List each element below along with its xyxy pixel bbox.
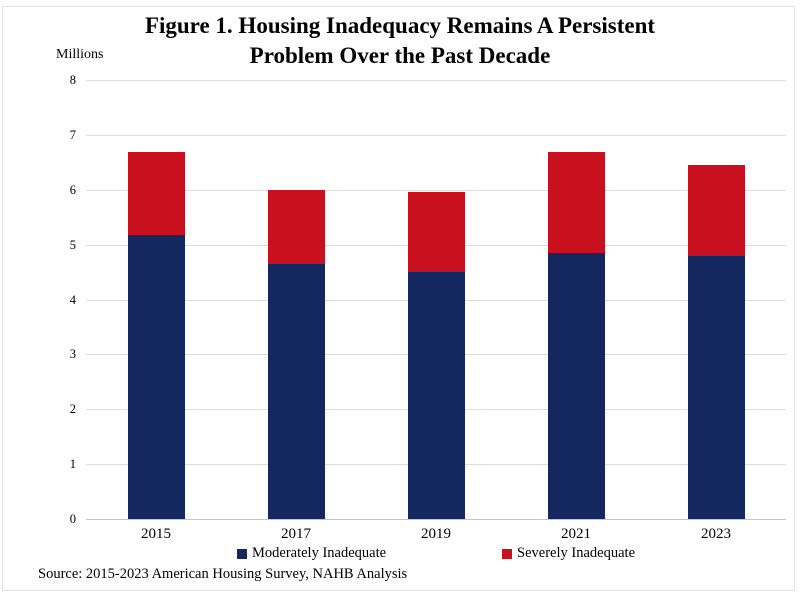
chart-title-line2: Problem Over the Past Decade: [249, 43, 551, 68]
y-tick-label-3: 3: [69, 347, 76, 362]
bar-segment-2023-severely-inadequate: [687, 165, 745, 256]
x-axis-tick-labels: 2015 2017 2019 2021 2023: [86, 526, 786, 543]
bar-slot-2015: [86, 80, 226, 519]
gridline-8: [86, 80, 786, 81]
legend-swatch-moderately-icon: [236, 548, 247, 559]
y-tick-label-4: 4: [69, 292, 76, 307]
stacked-bar-2017: [267, 189, 325, 519]
bar-slot-2019: [366, 80, 506, 519]
y-tick-label-1: 1: [69, 456, 76, 471]
y-tick-label-8: 8: [69, 72, 76, 87]
gridline-7: [86, 134, 786, 136]
stacked-bar-2015: [127, 152, 185, 519]
stacked-bar-2019: [407, 191, 465, 519]
legend-swatch-severely-icon: [502, 548, 513, 559]
source-note: Source: 2015-2023 American Housing Surve…: [38, 566, 408, 582]
y-tick-label-7: 7: [69, 127, 76, 142]
bar-segment-2023-moderately-inadequate: [687, 255, 745, 519]
bar-slot-2023: [646, 80, 786, 519]
bar-segment-2015-severely-inadequate: [127, 152, 185, 236]
y-tick-label-6: 6: [69, 182, 76, 197]
x-tick-label-2017: 2017: [281, 526, 311, 542]
bar-segment-2015-moderately-inadequate: [127, 235, 185, 519]
x-tick-label-2021: 2021: [561, 526, 591, 542]
bar-segment-2017-moderately-inadequate: [267, 263, 325, 519]
y-axis-tick-labels: 0 1 2 3 4 5 6 7 8: [0, 74, 80, 525]
legend-item-moderately-inadequate: Moderately Inadequate: [236, 545, 387, 562]
plot-area: [86, 80, 786, 520]
bar-segment-2021-moderately-inadequate: [547, 253, 605, 519]
x-tick-label-2019: 2019: [421, 526, 451, 542]
bar-segment-2017-severely-inadequate: [267, 189, 325, 264]
bars-container: [86, 80, 786, 519]
bar-slot-2021: [506, 80, 646, 519]
y-axis-unit-label: Millions: [56, 47, 104, 62]
y-tick-label-5: 5: [69, 237, 76, 252]
x-tick-label-2015: 2015: [141, 526, 171, 542]
stacked-bar-2021: [547, 151, 605, 519]
x-tick-label-2023: 2023: [701, 526, 731, 542]
bar-segment-2021-severely-inadequate: [547, 151, 605, 254]
gridline-6: [86, 189, 786, 191]
y-tick-label-0: 0: [69, 511, 76, 526]
bar-segment-2019-severely-inadequate: [407, 191, 465, 273]
legend: Moderately Inadequate Severely Inadequat…: [86, 545, 786, 562]
gridline-0: [86, 519, 786, 520]
legend-label-severely: Severely Inadequate: [517, 545, 636, 561]
chart-title-line1: Figure 1. Housing Inadequacy Remains A P…: [144, 13, 656, 38]
y-tick-label-2: 2: [69, 402, 76, 416]
stacked-bar-2023: [687, 165, 745, 519]
bar-segment-2019-moderately-inadequate: [407, 272, 465, 519]
bar-slot-2017: [226, 80, 366, 519]
chart-title: Figure 1. Housing Inadequacy Remains A P…: [0, 11, 800, 71]
legend-item-severely-inadequate: Severely Inadequate: [502, 545, 635, 562]
legend-label-moderately: Moderately Inadequate: [251, 545, 387, 561]
